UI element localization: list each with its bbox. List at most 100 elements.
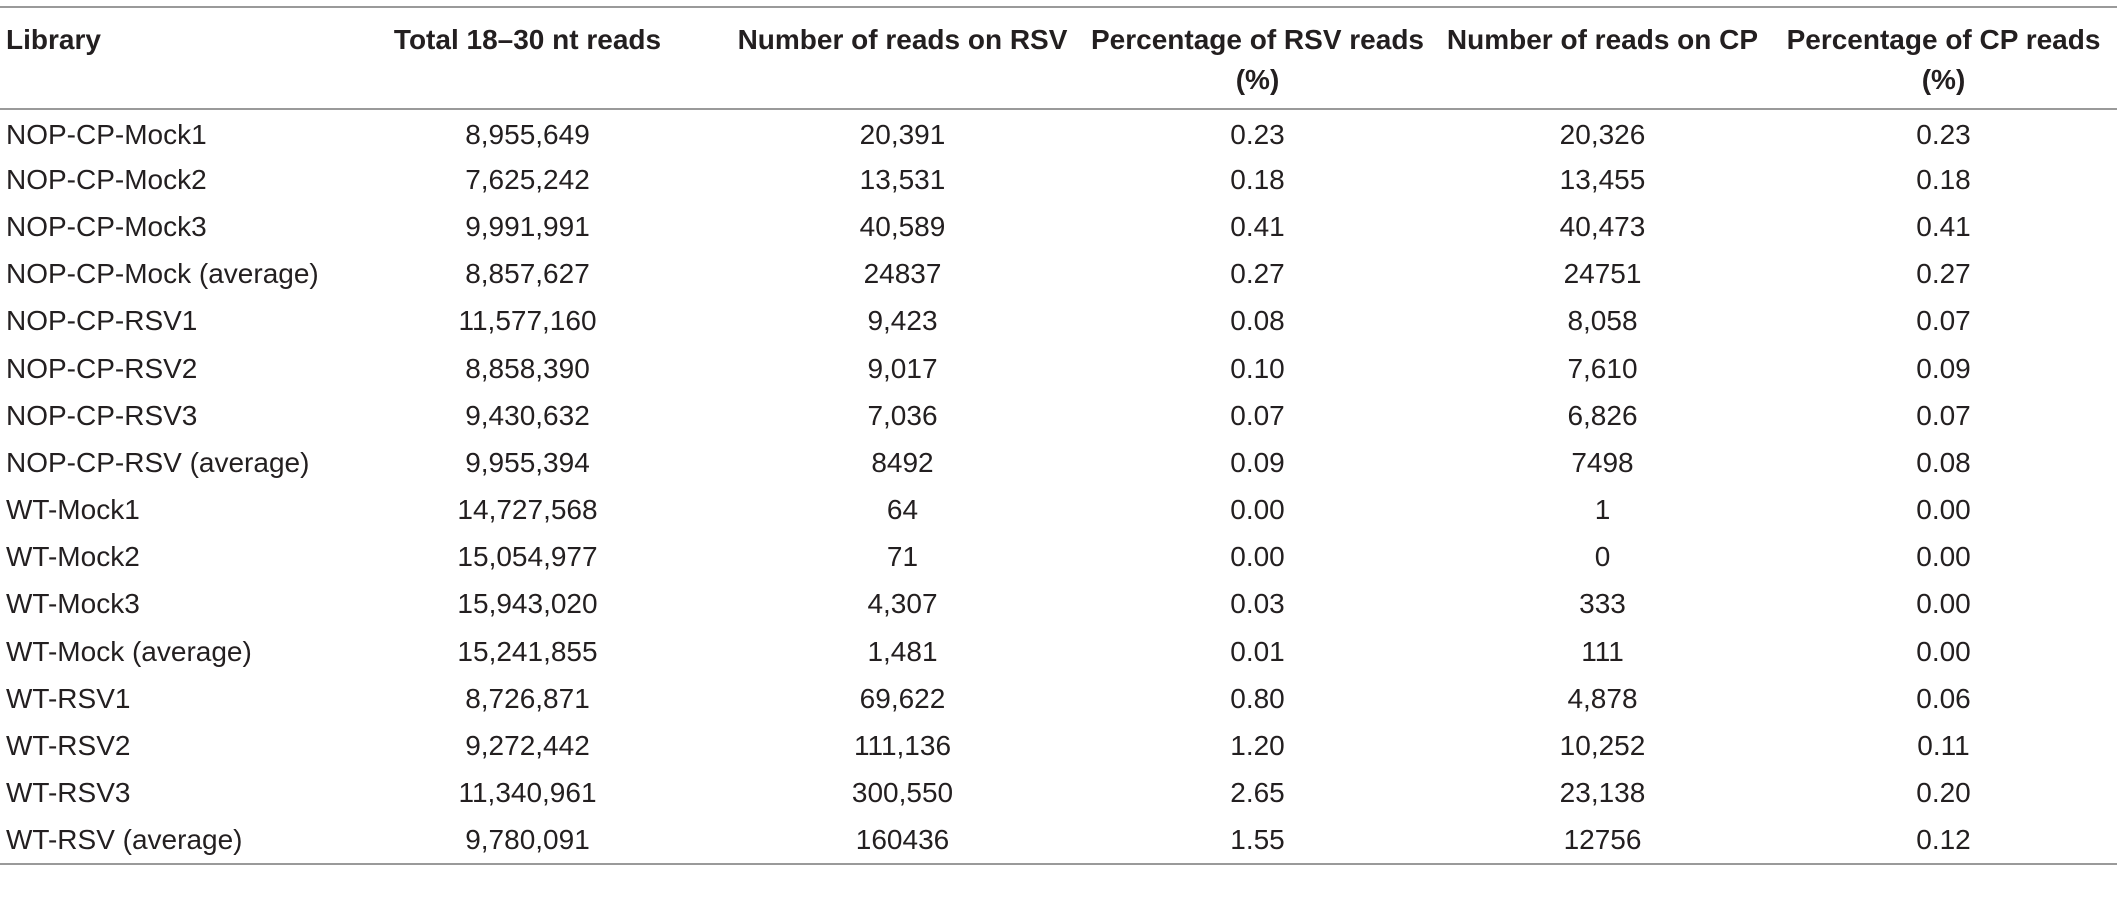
table-row: WT-RSV3 11,340,961 300,550 2.65 23,138 0.20 (0, 770, 2117, 817)
cp-percentage-cell: 0.00 (1916, 494, 1971, 526)
library-cell: NOP-CP-RSV3 (6, 399, 198, 431)
total-reads-cell: 8,857,627 (465, 258, 590, 290)
cp-reads-cell: 7,610 (1567, 352, 1638, 384)
cp-reads-cell: 111 (1581, 635, 1624, 667)
table-row: NOP-CP-RSV1 11,577,160 9,423 0.08 8,058 0.07 (0, 298, 2117, 345)
cp-percentage-cell: 0.00 (1916, 588, 1971, 620)
rsv-reads-cell: 9,423 (867, 305, 938, 337)
cp-percentage-cell: 0.09 (1916, 352, 1971, 384)
library-cell: NOP-CP-Mock3 (6, 210, 207, 242)
cp-percentage-cell: 0.23 (1916, 119, 1971, 151)
rsv-percentage-cell: 0.01 (1230, 635, 1285, 667)
cp-reads-cell: 1 (1594, 494, 1611, 526)
rsv-reads-cell: 300,550 (851, 777, 954, 809)
rsv-percentage-cell: 0.41 (1230, 210, 1285, 242)
total-reads-cell: 8,955,649 (465, 119, 590, 151)
rsv-percentage-cell: 0.03 (1230, 588, 1285, 620)
table-header: Library Total 18–30 nt reads Number of r… (0, 7, 2117, 109)
library-cell: NOP-CP-RSV1 (6, 305, 198, 337)
cp-reads-cell: 4,878 (1567, 682, 1638, 714)
table-row: NOP-CP-RSV (average) 9,955,394 8492 0.09 749… (0, 439, 2117, 486)
total-reads-cell: 9,955,394 (465, 446, 590, 478)
total-reads-cell: 8,858,390 (465, 352, 590, 384)
rsv-percentage-cell: 0.10 (1230, 352, 1285, 384)
table-row: WT-Mock2 15,054,977 71 0.00 0 0.00 (0, 534, 2117, 581)
total-reads-cell: 9,780,091 (465, 823, 590, 855)
cp-percentage-cell: 0.00 (1916, 541, 1971, 573)
rsv-percentage-cell: 0.07 (1230, 399, 1285, 431)
rsv-percentage-cell: 1.55 (1230, 823, 1285, 855)
table-row: WT-Mock1 14,727,568 64 0.00 1 0.00 (0, 487, 2117, 534)
cp-percentage-cell: 0.07 (1916, 305, 1971, 337)
library-cell: WT-Mock3 (6, 588, 140, 620)
rsv-percentage-cell: 0.23 (1230, 119, 1285, 151)
cp-percentage-cell: 0.12 (1916, 823, 1971, 855)
reads-table: Library Total 18–30 nt reads Number of r… (0, 6, 2117, 865)
cp-reads-cell: 0 (1594, 541, 1611, 573)
table-row: WT-Mock3 15,943,020 4,307 0.03 333 0.00 (0, 581, 2117, 628)
rsv-percentage-cell: 0.08 (1230, 305, 1285, 337)
table-row: WT-Mock (average) 15,241,855 1,481 0.01 111 0… (0, 628, 2117, 675)
cp-reads-cell: 40,473 (1559, 210, 1646, 242)
table-row: NOP-CP-RSV2 8,858,390 9,017 0.10 7,610 0.09 (0, 345, 2117, 392)
rsv-reads-cell: 9,017 (867, 352, 938, 384)
library-cell: NOP-CP-RSV2 (6, 352, 198, 384)
rsv-percentage-cell: 0.00 (1230, 541, 1285, 573)
cp-percentage-cell: 0.27 (1916, 258, 1971, 290)
table-row: NOP-CP-Mock1 8,955,649 20,391 0.23 20,326 0.2… (0, 109, 2117, 156)
rsv-reads-cell: 20,391 (859, 119, 946, 151)
rsv-reads-cell: 13,531 (859, 163, 946, 195)
table-body: NOP-CP-Mock1 8,955,649 20,391 0.23 20,326 0.2… (0, 109, 2117, 864)
rsv-percentage-cell: 2.65 (1230, 777, 1285, 809)
rsv-reads-cell: 4,307 (867, 588, 938, 620)
cp-percentage-cell: 0.18 (1916, 163, 1971, 195)
table-row: WT-RSV1 8,726,871 69,622 0.80 4,878 0.06 (0, 675, 2117, 722)
cp-reads-cell: 10,252 (1559, 730, 1646, 762)
header-cp-reads: Number of reads on CP (1446, 24, 1759, 55)
library-cell: NOP-CP-Mock1 (6, 119, 207, 151)
cp-reads-cell: 13,455 (1559, 163, 1646, 195)
library-cell: NOP-CP-Mock (average) (6, 258, 319, 290)
table-row: WT-RSV2 9,272,442 111,136 1.20 10,252 0.11 (0, 722, 2117, 769)
cp-reads-cell: 12756 (1563, 823, 1642, 855)
rsv-percentage-cell: 0.00 (1230, 494, 1285, 526)
header-total-reads: Total 18–30 nt reads (393, 24, 662, 55)
cp-reads-cell: 24751 (1563, 258, 1642, 290)
cp-reads-cell: 20,326 (1559, 119, 1646, 151)
table-row: WT-RSV (average) 9,780,091 160436 1.55 12756… (0, 817, 2117, 864)
rsv-reads-cell: 111,136 (853, 730, 952, 762)
total-reads-cell: 9,430,632 (465, 399, 590, 431)
rsv-percentage-cell: 0.18 (1230, 163, 1285, 195)
rsv-percentage-cell: 0.09 (1230, 446, 1285, 478)
table-row: NOP-CP-Mock (average) 8,857,627 24837 0.27 2… (0, 251, 2117, 298)
cp-percentage-cell: 0.08 (1916, 446, 1971, 478)
rsv-reads-cell: 69,622 (859, 682, 946, 714)
rsv-percentage-cell: 0.27 (1230, 258, 1285, 290)
header-rsv-reads: Number of reads on RSV (737, 24, 1068, 55)
rsv-reads-cell: 24837 (863, 258, 942, 290)
total-reads-cell: 15,241,855 (457, 635, 598, 667)
library-cell: NOP-CP-Mock2 (6, 163, 207, 195)
rsv-percentage-cell: 0.80 (1230, 682, 1285, 714)
rsv-reads-cell: 8492 (871, 446, 934, 478)
header-row: Library Total 18–30 nt reads Number of r… (0, 7, 2117, 109)
library-cell: WT-RSV3 (6, 777, 131, 809)
cp-reads-cell: 23,138 (1559, 777, 1646, 809)
rsv-reads-cell: 1,481 (867, 635, 938, 667)
rsv-percentage-cell: 1.20 (1230, 730, 1285, 762)
rsv-reads-cell: 160436 (855, 823, 950, 855)
total-reads-cell: 11,340,961 (458, 777, 597, 809)
rsv-reads-cell: 71 (886, 541, 919, 573)
library-cell: WT-RSV2 (6, 730, 131, 762)
table-row: NOP-CP-RSV3 9,430,632 7,036 0.07 6,826 0.07 (0, 392, 2117, 439)
total-reads-cell: 15,943,020 (457, 588, 598, 620)
cp-percentage-cell: 0.06 (1916, 682, 1971, 714)
library-cell: WT-Mock1 (6, 494, 140, 526)
cp-percentage-cell: 0.11 (1917, 730, 1970, 762)
cp-percentage-cell: 0.20 (1916, 777, 1971, 809)
cp-reads-cell: 333 (1579, 588, 1626, 620)
library-cell: WT-Mock (average) (6, 635, 252, 667)
library-cell: WT-RSV (average) (6, 823, 243, 855)
total-reads-cell: 8,726,871 (465, 682, 590, 714)
